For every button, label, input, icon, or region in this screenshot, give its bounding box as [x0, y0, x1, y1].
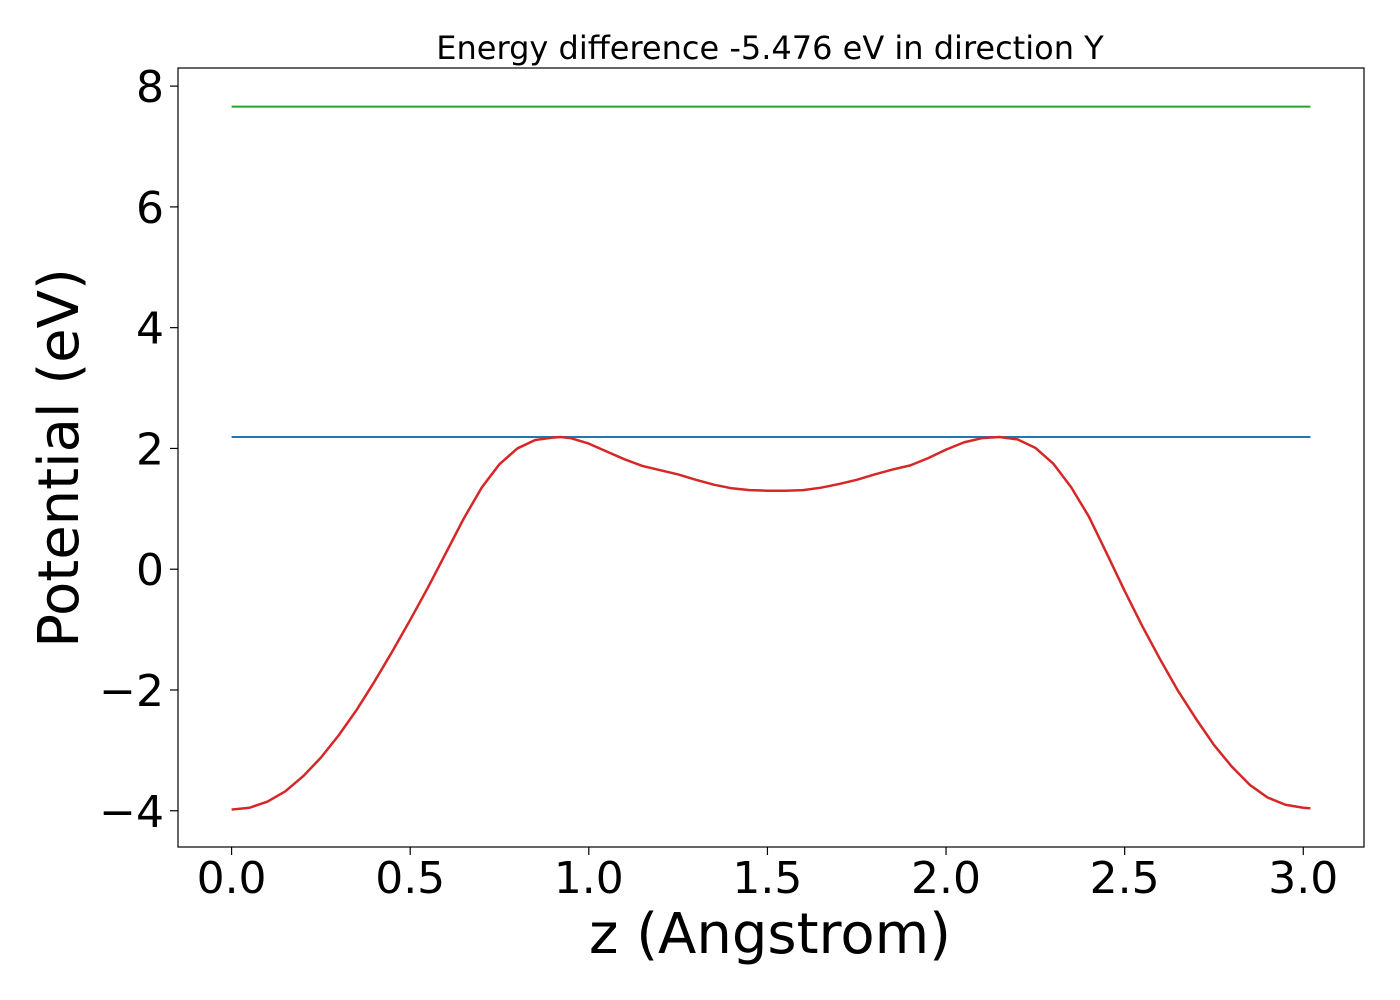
x-tick-label: 1.5 — [732, 853, 802, 904]
y-tick-label: −2 — [99, 666, 164, 717]
y-tick-label: 4 — [136, 304, 164, 355]
x-tick-label: 2.5 — [1090, 853, 1160, 904]
y-axis-label: Potential (eV) — [27, 268, 92, 648]
series-line-2 — [231, 435, 1311, 811]
x-axis-label: z (Angstrom) — [589, 902, 951, 967]
x-tick-label: 1.0 — [554, 853, 624, 904]
x-tick-label: 2.0 — [911, 853, 981, 904]
y-tick-label: 8 — [136, 62, 164, 113]
x-axis-ticks: 0.0 0.5 1.0 1.5 2.0 2.5 3.0 — [197, 847, 1338, 904]
x-tick-label: 0.5 — [375, 853, 445, 904]
y-tick-label: 0 — [136, 545, 164, 596]
plot-frame — [177, 67, 1365, 848]
chart-title: Energy difference -5.476 eV in direction… — [436, 29, 1104, 67]
x-tick-label: 0.0 — [197, 853, 267, 904]
y-axis-ticks: −4 −2 0 2 4 6 8 — [99, 62, 178, 838]
x-tick-label: 3.0 — [1268, 853, 1338, 904]
series-layer — [231, 105, 1311, 811]
y-tick-label: 2 — [136, 424, 164, 475]
y-tick-label: 6 — [136, 183, 164, 234]
y-tick-label: −4 — [99, 787, 164, 838]
